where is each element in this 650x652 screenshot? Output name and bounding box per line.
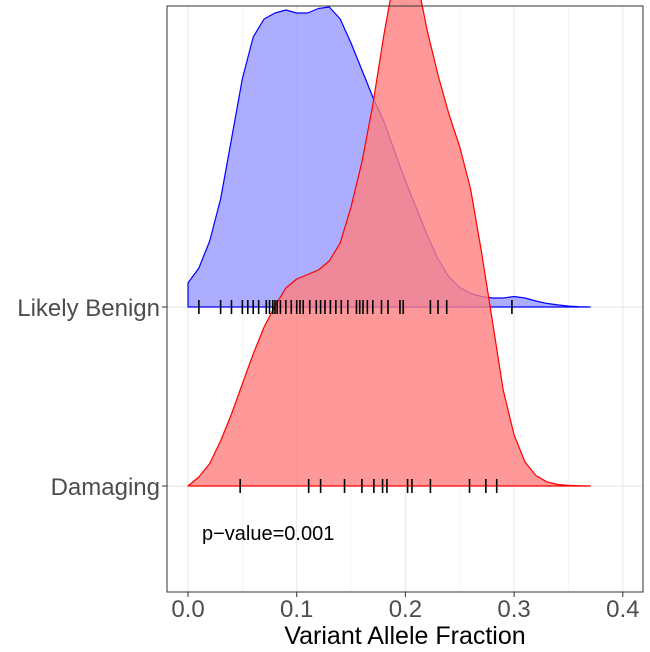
x-axis-title: Variant Allele Fraction [284,622,525,650]
x-tick-label: 0.0 [171,596,204,623]
rug-marks [198,300,513,493]
x-tick-label: 0.4 [606,596,639,623]
axes: 0.0 0.1 0.2 0.3 0.4 Likely Benign Damaging [17,295,639,623]
y-tick-label: Damaging [51,474,160,501]
density-area-damaging [187,0,591,487]
x-tick-label: 0.3 [497,596,530,623]
x-tick-label: 0.1 [280,596,313,623]
y-tick-label: Likely Benign [17,295,160,322]
density-areas [187,0,591,487]
x-tick-label: 0.2 [389,596,422,623]
p-value-annotation: p−value=0.001 [202,523,334,545]
